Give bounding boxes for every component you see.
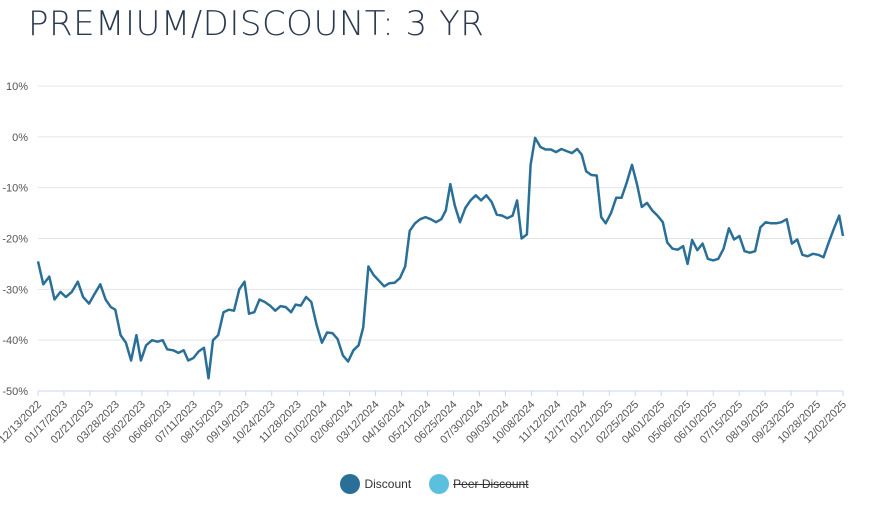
legend-item-discount[interactable]: Discount <box>340 474 411 494</box>
series-group <box>36 136 845 380</box>
legend-swatch-discount <box>340 474 361 494</box>
y-tick-label: -40% <box>2 335 28 347</box>
y-tick-label: 10% <box>6 81 28 93</box>
x-axis-ticks: 12/13/202201/17/202302/21/202303/28/2023… <box>0 391 849 446</box>
grid-lines <box>38 85 843 392</box>
y-tick-label: -30% <box>2 284 28 296</box>
legend-item-peer-discount[interactable]: Peer Discount <box>429 474 529 494</box>
legend-label-peer-discount: Peer Discount <box>453 477 529 491</box>
y-axis-ticks: 10% 0% -10% -20% -30% -40% -50% <box>2 81 28 398</box>
series-line-discount <box>36 136 845 380</box>
chart-title: PREMIUM/DISCOUNT: 3 YR <box>28 4 485 44</box>
y-tick-label: 0% <box>12 132 28 144</box>
legend-swatch-peer-discount <box>429 474 450 494</box>
legend-label-discount: Discount <box>364 477 412 491</box>
y-tick-label: -10% <box>2 183 28 195</box>
legend: Discount Peer Discount <box>0 474 869 494</box>
y-tick-label: -50% <box>2 386 28 398</box>
y-tick-label: -20% <box>2 234 28 246</box>
